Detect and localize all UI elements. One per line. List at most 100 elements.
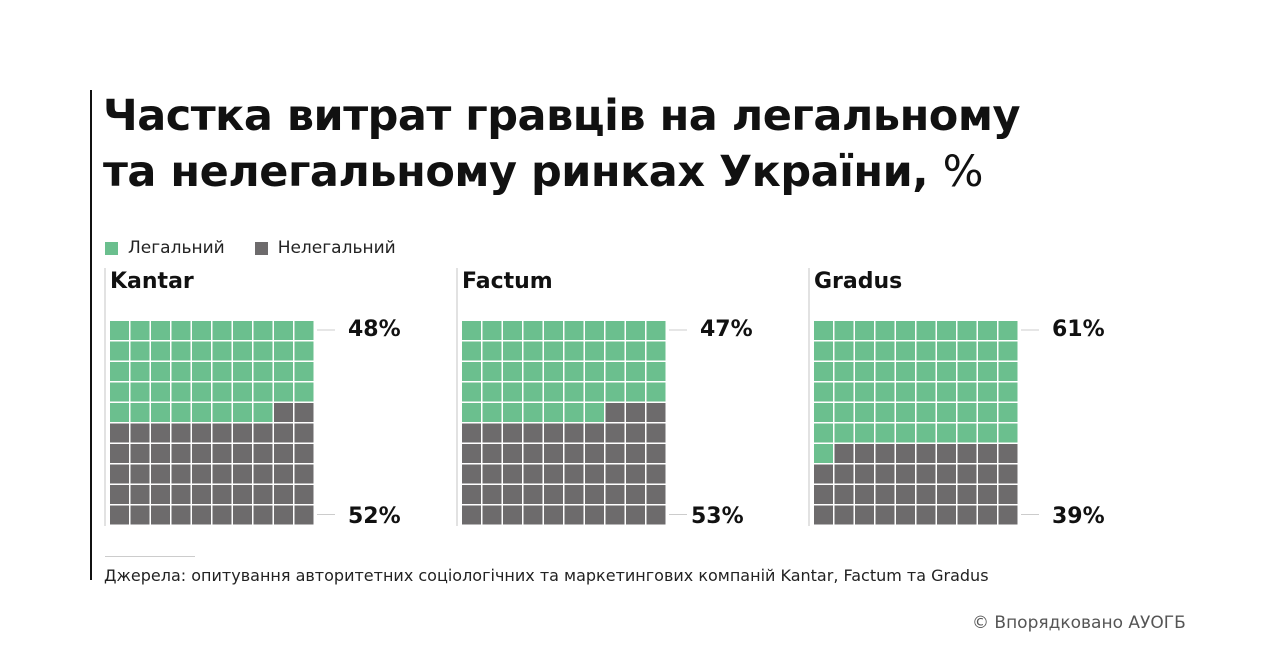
- waffle-cell-illegal: [523, 505, 543, 525]
- waffle-cell-legal: [875, 321, 895, 340]
- waffle-cell-illegal: [875, 464, 895, 484]
- waffle-cell-illegal: [875, 485, 895, 504]
- waffle-cell-illegal: [605, 403, 625, 422]
- waffle-cell-legal: [192, 341, 211, 361]
- waffle-cell-legal: [482, 321, 502, 340]
- waffle-cell-illegal: [523, 464, 543, 484]
- waffle-cell-illegal: [626, 505, 645, 525]
- waffle-cell-legal: [814, 382, 833, 402]
- waffle-cell-illegal: [855, 485, 874, 504]
- waffle-cell-illegal: [171, 423, 191, 443]
- waffle-cell-legal: [937, 362, 956, 381]
- waffle-cell-legal: [605, 341, 625, 361]
- waffle-cell-illegal: [151, 485, 170, 504]
- waffle-cell-legal: [564, 362, 584, 381]
- waffle-cell-illegal: [482, 423, 502, 443]
- waffle-cell-illegal: [253, 485, 273, 504]
- waffle-cell-legal: [192, 403, 211, 422]
- waffle-cell-legal: [814, 423, 833, 443]
- waffle-cell-legal: [896, 423, 915, 443]
- waffle-cell-legal: [605, 321, 625, 340]
- waffle-cell-legal: [605, 362, 625, 381]
- waffle-cell-legal: [171, 321, 191, 340]
- waffle-cell-illegal: [171, 464, 191, 484]
- waffle-cell-legal: [937, 403, 956, 422]
- waffle-cell-illegal: [130, 464, 150, 484]
- panel-kantar: Kantar 48% 52%: [104, 268, 430, 529]
- waffle-cell-legal: [151, 403, 170, 422]
- waffle-cell-illegal: [646, 444, 666, 463]
- waffle-cell-legal: [834, 362, 854, 381]
- waffle-cell-legal: [978, 362, 997, 381]
- waffle-cell-illegal: [274, 423, 293, 443]
- waffle-cell-legal: [814, 444, 833, 463]
- legal-percent-label: 47%: [700, 317, 753, 342]
- waffle-cell-illegal: [503, 485, 522, 504]
- waffle-cell-legal: [957, 423, 977, 443]
- waffle-cell-illegal: [564, 423, 584, 443]
- waffle-cell-legal: [957, 403, 977, 422]
- waffle-cell-illegal: [482, 464, 502, 484]
- waffle-cell-illegal: [171, 505, 191, 525]
- waffle-cell-legal: [626, 362, 645, 381]
- chart-title: Частка витрат гравців на легальному та н…: [103, 88, 1021, 200]
- title-line-1: Частка витрат гравців на легальному: [103, 91, 1021, 141]
- waffle-cell-illegal: [626, 403, 645, 422]
- waffle-cell-legal: [274, 341, 293, 361]
- waffle-cell-legal: [503, 382, 522, 402]
- waffle-cell-legal: [834, 382, 854, 402]
- waffle-cell-illegal: [294, 464, 314, 484]
- waffle-cell-legal: [646, 362, 666, 381]
- waffle-cell-illegal: [605, 464, 625, 484]
- waffle-cell-legal: [523, 341, 543, 361]
- waffle-cell-legal: [896, 403, 915, 422]
- waffle-cell-legal: [151, 382, 170, 402]
- waffle-cell-illegal: [937, 485, 956, 504]
- waffle-cell-legal: [130, 362, 150, 381]
- waffle-cell-legal: [462, 341, 481, 361]
- waffle-cell-illegal: [957, 485, 977, 504]
- waffle-cell-illegal: [585, 444, 604, 463]
- waffle-cell-illegal: [896, 444, 915, 463]
- waffle-cell-illegal: [253, 423, 273, 443]
- illegal-percent-label: 52%: [348, 504, 401, 529]
- waffle-cell-illegal: [916, 505, 936, 525]
- panel-gradus: Gradus 61% 39%: [808, 268, 1134, 529]
- waffle-cell-illegal: [110, 464, 129, 484]
- waffle-cell-illegal: [482, 444, 502, 463]
- waffle-cell-illegal: [482, 505, 502, 525]
- waffle-cell-legal: [875, 403, 895, 422]
- waffle-cell-illegal: [937, 444, 956, 463]
- waffle-cell-legal: [462, 403, 481, 422]
- waffle-cell-legal: [978, 423, 997, 443]
- waffle-cell-illegal: [482, 485, 502, 504]
- waffle-cell-legal: [937, 341, 956, 361]
- waffle-cell-illegal: [544, 444, 563, 463]
- waffle-cell-legal: [998, 382, 1018, 402]
- waffle-cell-illegal: [523, 423, 543, 443]
- waffle-cell-illegal: [233, 464, 252, 484]
- waffle-cell-illegal: [274, 403, 293, 422]
- waffle-cell-legal: [192, 362, 211, 381]
- waffle-cell-legal: [957, 382, 977, 402]
- waffle-cell-legal: [212, 403, 232, 422]
- waffle-cell-illegal: [896, 485, 915, 504]
- waffle-cell-legal: [916, 403, 936, 422]
- waffle-cell-illegal: [605, 485, 625, 504]
- waffle-cell-illegal: [998, 485, 1018, 504]
- waffle-cell-illegal: [274, 505, 293, 525]
- waffle-cell-legal: [875, 382, 895, 402]
- waffle-cell-legal: [875, 423, 895, 443]
- waffle-cell-illegal: [978, 444, 997, 463]
- waffle-cell-illegal: [503, 423, 522, 443]
- waffle-cell-illegal: [151, 505, 170, 525]
- waffle-grid: [110, 321, 335, 525]
- waffle-cell-legal: [855, 341, 874, 361]
- legal-percent-label: 48%: [348, 317, 401, 342]
- waffle-cell-illegal: [585, 485, 604, 504]
- legend-swatch-illegal: [254, 241, 268, 255]
- waffle-cell-illegal: [192, 464, 211, 484]
- waffle-cell-illegal: [130, 485, 150, 504]
- waffle-grid: [814, 321, 1039, 525]
